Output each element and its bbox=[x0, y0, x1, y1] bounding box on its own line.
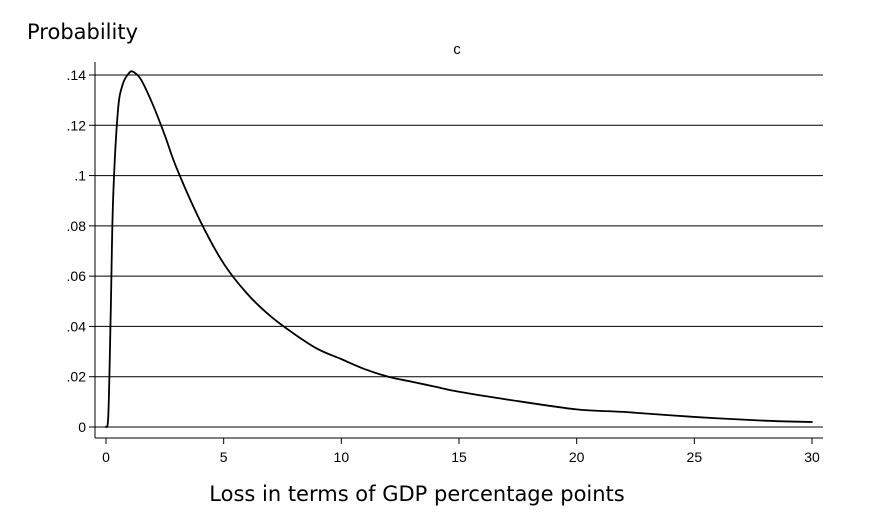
x-tick-label-1: 5 bbox=[220, 449, 228, 465]
tick-labels: 0 .02 .04 .06 .08 .1 .12 .14 0 5 10 15 20 25 30 bbox=[67, 67, 820, 465]
y-tick-label-6: .12 bbox=[67, 117, 87, 133]
axes bbox=[89, 62, 823, 444]
y-tick-label-4: .08 bbox=[67, 218, 87, 234]
x-tick-label-3: 15 bbox=[451, 449, 467, 465]
y-tick-label-2: .04 bbox=[67, 318, 87, 334]
chart-title: c bbox=[453, 41, 461, 58]
y-tick-label-7: .14 bbox=[67, 67, 87, 83]
x-tick-label-5: 25 bbox=[687, 449, 703, 465]
x-tick-label-6: 30 bbox=[804, 449, 820, 465]
x-tick-label-4: 20 bbox=[569, 449, 585, 465]
y-tick-label-3: .06 bbox=[67, 268, 87, 284]
x-tick-label-0: 0 bbox=[102, 449, 110, 465]
series-line-0 bbox=[105, 70, 813, 428]
x-axis-label: Loss in terms of GDP percentage points bbox=[209, 482, 624, 506]
y-tick-label-0: 0 bbox=[78, 419, 86, 435]
y-tick-label-1: .02 bbox=[67, 369, 87, 385]
grid-lines bbox=[95, 74, 823, 428]
y-tick-label-5: .1 bbox=[74, 168, 86, 184]
x-tick-label-2: 10 bbox=[334, 449, 350, 465]
y-axis-label: Probability bbox=[27, 20, 138, 44]
series-layer bbox=[105, 70, 813, 428]
